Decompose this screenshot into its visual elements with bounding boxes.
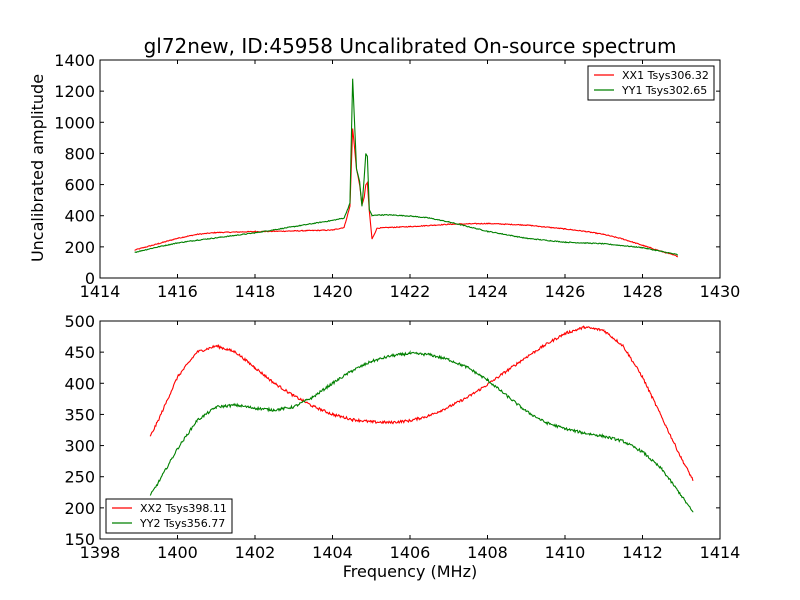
x-tick-label: 1420 — [312, 282, 353, 301]
y-tick-label: 200 — [64, 499, 95, 518]
figure-title: gl72new, ID:45958 Uncalibrated On-source… — [144, 34, 677, 58]
legend-box — [105, 498, 233, 534]
x-tick-label: 1412 — [622, 543, 663, 562]
legend-label: YY2 Tsys356.77 — [139, 517, 225, 530]
x-tick-label: 1404 — [312, 543, 353, 562]
y-tick-label: 1000 — [54, 113, 95, 132]
y-axis-label: Uncalibrated amplitude — [28, 74, 47, 262]
y-tick-label: 200 — [64, 238, 95, 257]
legend-label: YY1 Tsys302.65 — [621, 84, 707, 97]
series-line — [149, 325, 694, 481]
top-panel: 1414 1416 1418 1420 1422 1424 1426 1428 1430 0 200… — [54, 51, 740, 301]
y-tick-label: 300 — [64, 437, 95, 456]
series-line — [149, 350, 694, 513]
y-tick-label: 0 — [85, 269, 95, 288]
series-line — [134, 128, 678, 258]
x-tick-label: 1400 — [157, 543, 198, 562]
y-tick-label: 150 — [64, 530, 95, 549]
x-tick-label: 1422 — [390, 282, 431, 301]
y-tick-label: 450 — [64, 343, 95, 362]
y-tick-label: 400 — [64, 207, 95, 226]
legend-label: XX2 Tsys398.11 — [140, 502, 227, 515]
x-tick-label: 1418 — [235, 282, 276, 301]
series-line — [134, 78, 678, 256]
y-tick-label: 800 — [64, 144, 95, 163]
y-tick-label: 600 — [64, 176, 95, 195]
legend-label: XX1 Tsys306.32 — [622, 69, 709, 82]
x-tick-label: 1398 — [80, 543, 121, 562]
y-tick-label: 400 — [64, 374, 95, 393]
y-tick-label: 1200 — [54, 82, 95, 101]
x-tick-label: 1426 — [545, 282, 586, 301]
y-tick-label: 500 — [64, 312, 95, 331]
x-tick-label: 1430 — [700, 282, 741, 301]
x-tick-label: 1406 — [390, 543, 431, 562]
x-tick-label: 1408 — [467, 543, 508, 562]
bottom-panel: 1398 1400 1402 1404 1406 1408 1410 1412 1414 150 2… — [64, 312, 740, 562]
x-tick-label: 1414 — [700, 543, 741, 562]
legend-box — [587, 65, 715, 101]
x-tick-label: 1416 — [157, 282, 198, 301]
x-axis-label: Frequency (MHz) — [343, 562, 477, 581]
x-tick-label: 1424 — [467, 282, 508, 301]
y-tick-label: 1400 — [54, 51, 95, 70]
y-tick-label: 250 — [64, 468, 95, 487]
x-tick-label: 1414 — [80, 282, 121, 301]
x-tick-label: 1428 — [622, 282, 663, 301]
x-tick-label: 1402 — [235, 543, 276, 562]
x-tick-label: 1410 — [545, 543, 586, 562]
y-tick-label: 350 — [64, 405, 95, 424]
